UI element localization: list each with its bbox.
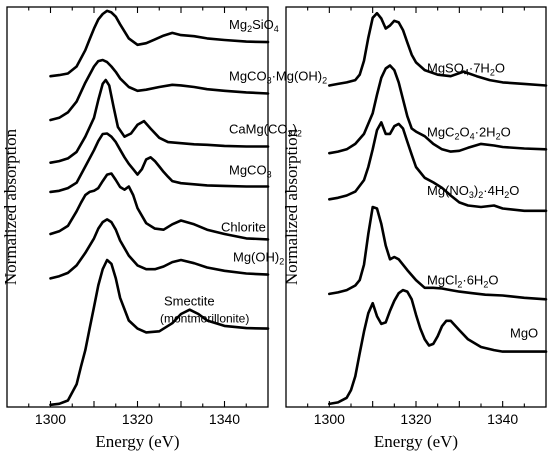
right-panel: 1300 1320 1340 Energy (eV) Normalized absorp… [282,6,548,451]
x-axis-label: Energy (eV) [95,432,179,451]
series-label: MgCl2​·6H2​O [427,272,498,289]
series-label: MgCO3​ [229,162,272,179]
series-label: MgO [510,326,538,341]
y-axis-label: Normalized absorption [1,128,20,285]
spectrum-line [49,58,270,122]
series-label: MgSO4​·7H2​O [427,60,505,77]
series-label: Mg2​SiO4​ [229,17,279,34]
spectrum-line [49,258,270,407]
series-label: CaMg(CO3​)2​ [229,121,302,138]
spectrum-line [328,288,548,406]
series-label: MgCO3​·Mg(OH)2​ [229,68,327,85]
series-label: Chlorite [221,219,266,234]
spectrum-line [49,78,270,164]
x-axis-label: Energy (eV) [374,432,458,451]
x-tick-label: 1340 [209,411,240,427]
x-tick-label: 1300 [35,411,66,427]
series-label: MgC2​O4​·2H2​O [427,124,511,141]
spectrum-line [49,218,270,280]
spectrum-line [49,132,270,194]
series-label: Mg(NO3​)2​·4H2​O [427,183,519,200]
spectrum-line [328,205,548,301]
spectrum-line [328,11,548,87]
spectrum-line [328,121,548,213]
series-label: Smectite (montmorillonite) [160,294,249,326]
series-label: Mg(OH)2​ [233,250,284,267]
y-axis-label: Normalized absorption [282,128,301,285]
x-tick-label: 1300 [314,411,345,427]
spectrum-line [49,172,270,241]
x-tick-label: 1320 [400,411,431,427]
x-tick-label: 1340 [487,411,518,427]
spectrum-line [49,9,270,78]
spectrum-line [328,64,548,155]
x-tick-label: 1320 [122,411,153,427]
plot-frame [285,6,547,408]
left-panel: 1300 1320 1340 Energy (eV) Normalized absorp… [1,6,327,451]
